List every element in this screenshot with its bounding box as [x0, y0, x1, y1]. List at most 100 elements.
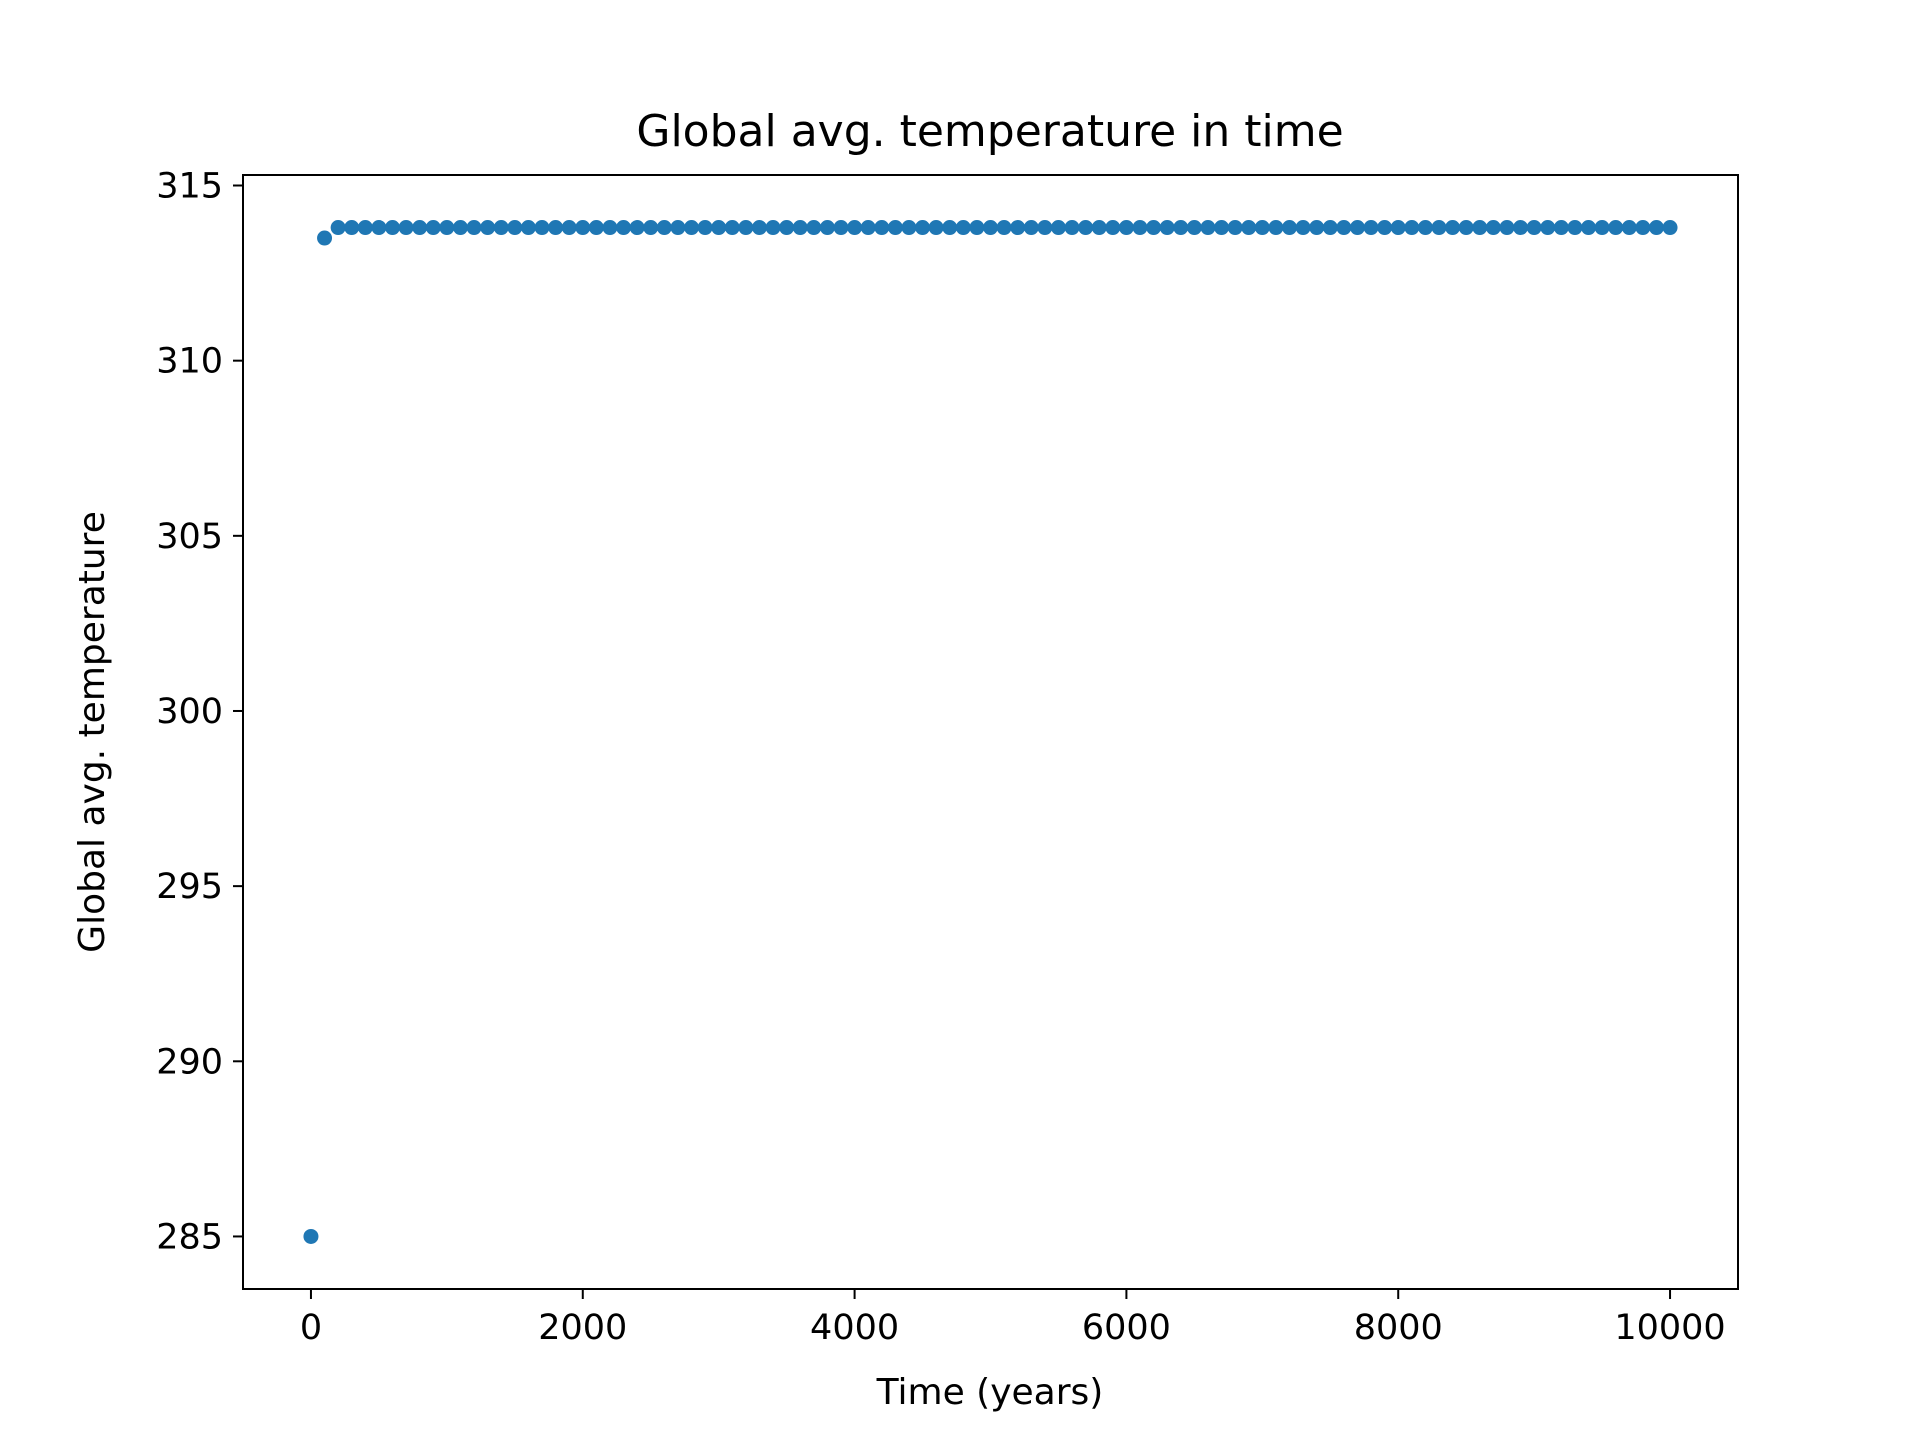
data-point	[1064, 220, 1080, 236]
data-point	[1295, 220, 1311, 236]
y-tick-label: 315	[156, 167, 223, 207]
data-point	[955, 220, 971, 236]
x-tick-label: 10000	[1614, 1308, 1725, 1348]
data-point	[1540, 220, 1556, 236]
data-point	[412, 220, 428, 236]
data-point	[303, 1228, 319, 1244]
data-point	[561, 220, 577, 236]
data-point	[724, 220, 740, 236]
data-point	[507, 220, 523, 236]
y-tick-label: 285	[156, 1217, 223, 1257]
data-point	[548, 220, 564, 236]
data-point	[711, 220, 727, 236]
data-point	[398, 220, 414, 236]
data-point	[1227, 220, 1243, 236]
x-tick-label: 2000	[538, 1308, 627, 1348]
data-point	[1118, 220, 1134, 236]
data-point	[1390, 220, 1406, 236]
data-point	[983, 220, 998, 236]
data-point	[792, 220, 808, 236]
data-point	[466, 220, 482, 236]
data-point	[1648, 220, 1664, 236]
x-axis-label: Time (years)	[876, 1372, 1104, 1413]
data-point	[357, 220, 373, 236]
data-point	[493, 220, 509, 236]
x-tick-label: 0	[300, 1308, 322, 1348]
x-tick-label: 4000	[810, 1308, 899, 1348]
plot-area-frame	[242, 174, 1739, 1290]
data-point	[1635, 220, 1651, 236]
data-point	[697, 220, 713, 236]
data-point	[1567, 220, 1583, 236]
data-point	[1662, 220, 1678, 236]
data-point	[371, 220, 387, 236]
y-tick-label: 300	[156, 692, 223, 732]
data-point	[520, 220, 536, 236]
data-point	[1282, 220, 1297, 236]
y-tick-label: 305	[156, 517, 223, 557]
data-point	[588, 220, 604, 236]
data-point	[425, 220, 441, 236]
data-point	[1241, 220, 1257, 236]
data-point	[969, 220, 985, 236]
data-points	[303, 220, 1678, 1244]
data-point	[1254, 220, 1270, 236]
data-point	[629, 220, 645, 236]
data-point	[1050, 220, 1066, 236]
data-point	[833, 220, 849, 236]
data-point	[928, 220, 944, 236]
x-tick-label: 6000	[1082, 1308, 1171, 1348]
data-point	[534, 220, 550, 236]
data-point	[1621, 220, 1637, 236]
data-point	[860, 220, 876, 236]
data-point	[847, 220, 863, 236]
data-point	[616, 220, 632, 236]
data-point	[887, 220, 903, 236]
data-point	[1186, 220, 1202, 236]
data-point	[1010, 220, 1026, 236]
data-point	[385, 220, 400, 236]
x-axis-ticks: 0 2000 4000 6000 8000 10000	[300, 1289, 1726, 1348]
data-point	[1431, 220, 1447, 236]
data-point	[1553, 220, 1569, 236]
data-point	[738, 220, 754, 236]
data-point	[751, 220, 767, 236]
data-point	[330, 220, 346, 236]
y-tick-label: 310	[156, 342, 223, 382]
data-point	[1159, 220, 1175, 236]
data-point	[670, 220, 686, 236]
x-tick-label: 8000	[1354, 1308, 1443, 1348]
data-point	[317, 230, 333, 246]
data-point	[1581, 220, 1596, 236]
data-point	[1513, 220, 1529, 236]
data-point	[1526, 220, 1542, 236]
data-point	[1608, 220, 1624, 236]
y-axis-label: Global avg. temperature	[72, 511, 113, 953]
data-point	[1499, 220, 1515, 236]
data-point	[575, 220, 591, 236]
data-point	[1268, 220, 1284, 236]
data-point	[1472, 220, 1488, 236]
data-point	[684, 220, 699, 236]
data-point	[344, 220, 360, 236]
data-point	[643, 220, 659, 236]
data-point	[874, 220, 890, 236]
data-point	[1336, 220, 1352, 236]
data-point	[1404, 220, 1420, 236]
y-tick-label: 290	[156, 1042, 223, 1082]
data-point	[452, 220, 468, 236]
y-tick-label: 295	[156, 867, 223, 907]
data-point	[1214, 220, 1230, 236]
data-point	[901, 220, 917, 236]
data-point	[806, 220, 822, 236]
data-point	[1132, 220, 1148, 236]
data-point	[1594, 220, 1610, 236]
data-point	[1146, 220, 1162, 236]
data-point	[1023, 220, 1039, 236]
data-point	[1377, 220, 1393, 236]
data-point	[1417, 220, 1433, 236]
data-point	[1349, 220, 1365, 236]
data-point	[656, 220, 672, 236]
